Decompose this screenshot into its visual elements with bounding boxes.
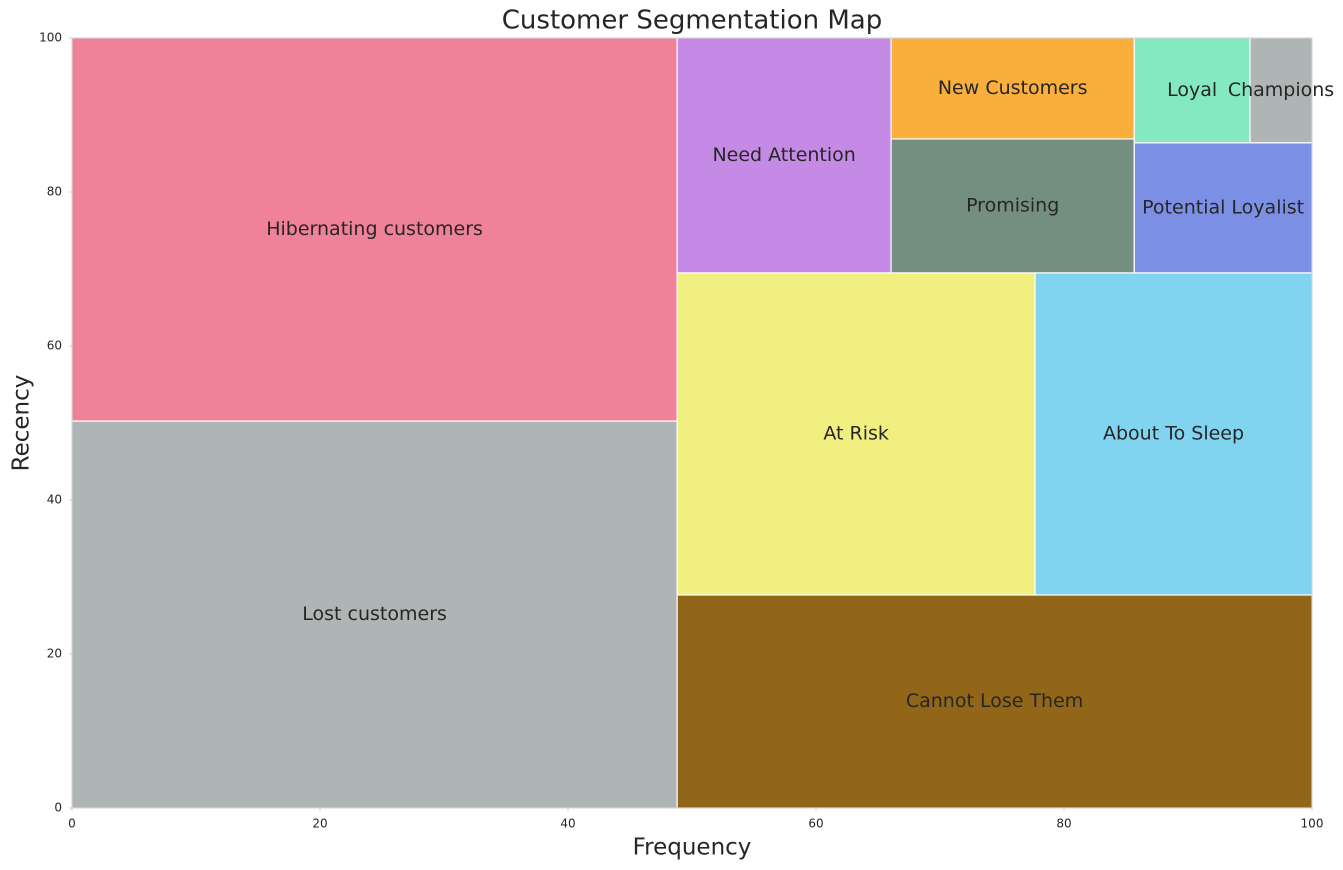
segment-label: Need Attention (712, 144, 855, 166)
plot-border (71, 37, 1313, 809)
y-tick-label: 80 (47, 185, 62, 199)
segment (676, 37, 892, 274)
segment (71, 420, 678, 809)
x-tick-label: 100 (1301, 817, 1324, 831)
segment-label: About To Sleep (1103, 422, 1244, 444)
x-axis-label: Frequency (633, 835, 752, 861)
segment (71, 37, 678, 422)
segment (1133, 37, 1251, 144)
x-tick-label: 60 (808, 817, 823, 831)
x-tick-label: 0 (68, 817, 76, 831)
y-tick-label: 20 (47, 647, 62, 661)
segment-label: Lost customers (302, 603, 447, 625)
y-tick-label: 60 (47, 339, 62, 353)
x-tick-label: 20 (312, 817, 327, 831)
segment-label: New Customers (938, 77, 1088, 99)
segment (1034, 272, 1313, 596)
segment-label: Hibernating customers (266, 218, 483, 240)
segment-label: Promising (966, 194, 1059, 216)
y-tick-label: 100 (39, 31, 62, 45)
y-tick-label: 0 (54, 801, 62, 815)
y-axis-label: Recency (9, 375, 35, 472)
segment-label: At Risk (823, 422, 889, 444)
chart-title: Customer Segmentation Map (502, 6, 882, 36)
segment-label: Champions (1228, 79, 1334, 101)
segment-label: Potential Loyalist (1142, 196, 1304, 218)
segment-label: Loyal (1167, 79, 1217, 101)
segment (890, 37, 1135, 140)
segment (1133, 142, 1313, 274)
segment-label: Cannot Lose Them (906, 690, 1083, 712)
segment (676, 272, 1036, 596)
y-tick-label: 40 (47, 493, 62, 507)
segment (890, 138, 1135, 274)
x-tick-label: 80 (1056, 817, 1071, 831)
x-tick-label: 40 (560, 817, 575, 831)
